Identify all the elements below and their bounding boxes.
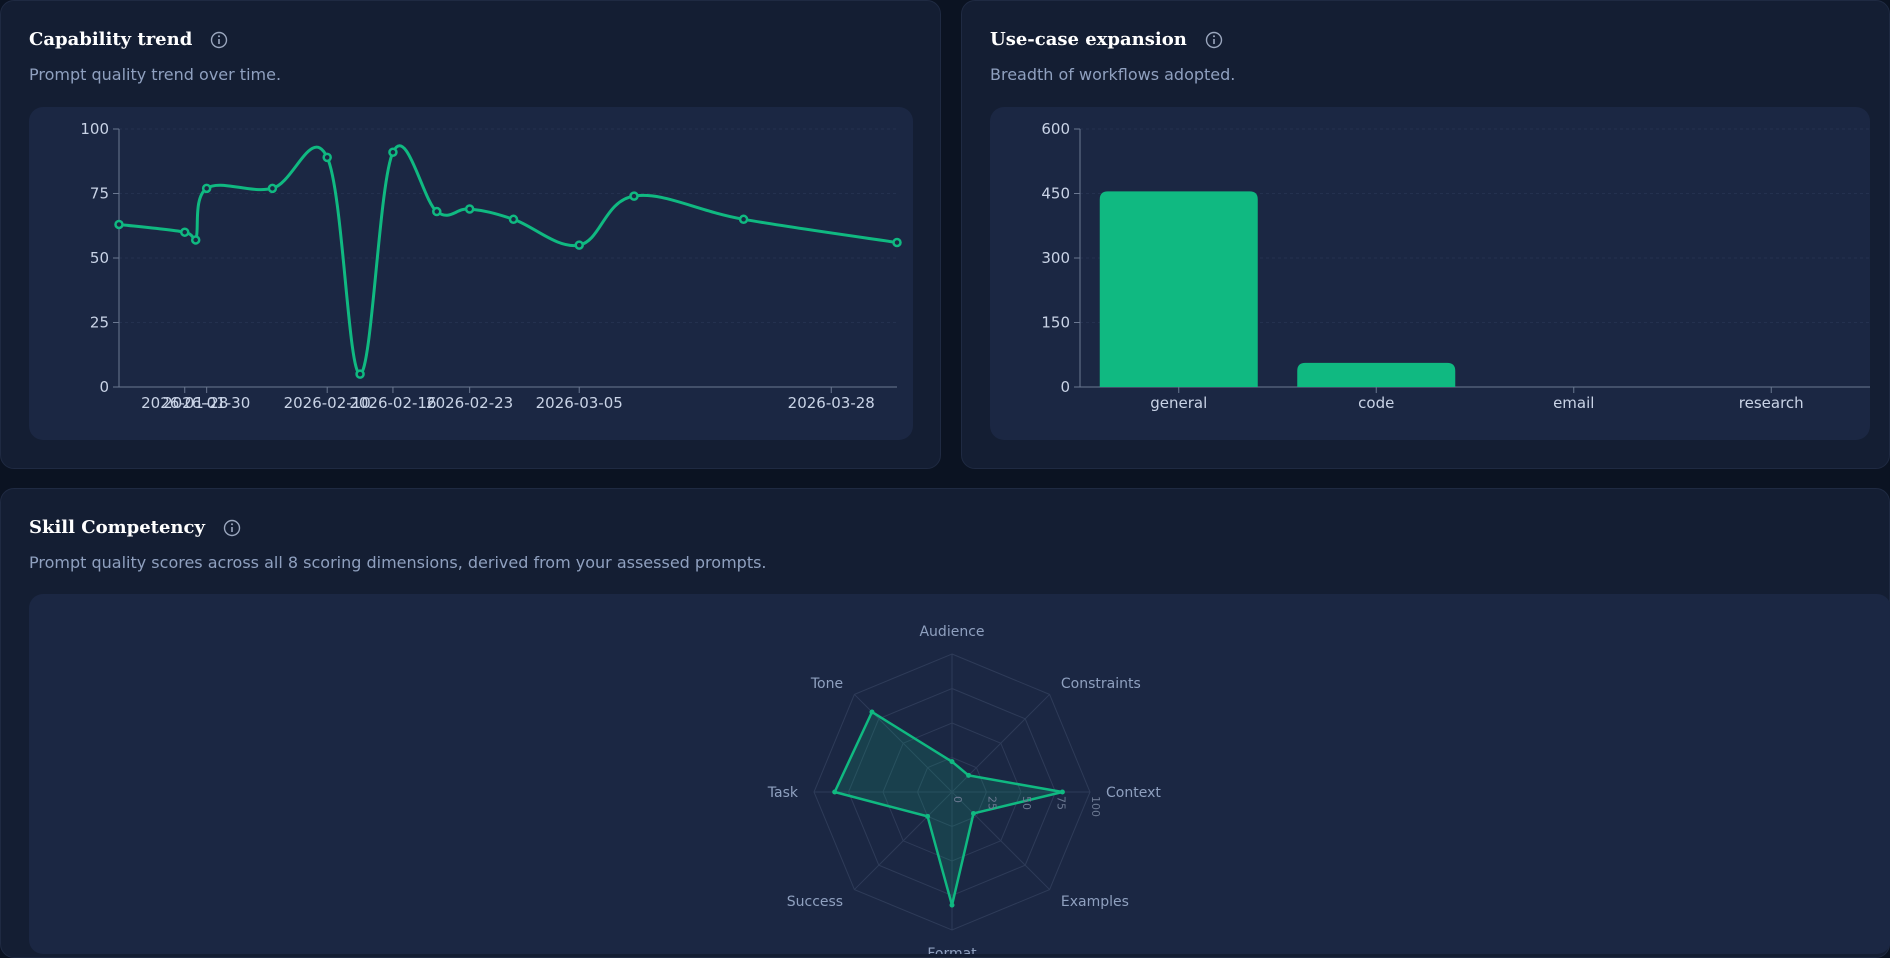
radar-tick-label: 25	[986, 796, 999, 810]
y-tick-label: 100	[80, 120, 109, 138]
skill-competency-chart: 0 25 50 75 100 Audience Constraints Context Exam…	[767, 624, 1162, 958]
radar-point	[832, 789, 838, 795]
use-case-expansion-card: Use-case expansion Breadth of workflows …	[961, 0, 1890, 469]
trend-line	[118, 144, 898, 376]
radar-point	[869, 709, 875, 715]
x-tick-label: 2026-01-30	[163, 394, 250, 412]
use-case-expansion-panel: 0 150 300 450 600 general code email research	[990, 107, 1870, 440]
x-tick-label: 2026-03-05	[536, 394, 623, 412]
radar-axis-label-context: Context	[1106, 785, 1161, 801]
y-tick-label: 600	[1041, 120, 1070, 138]
trend-point	[738, 214, 749, 225]
use-case-expansion-chart: 0 150 300 450 600 general code email research	[1041, 120, 1870, 412]
y-tick-label: 50	[90, 249, 109, 267]
skill-competency-card: Skill Competency Prompt quality scores a…	[0, 488, 1890, 958]
trend-point	[179, 227, 190, 237]
trend-point	[892, 237, 902, 248]
trend-point	[432, 206, 442, 217]
x-tick-label: research	[1739, 394, 1804, 412]
x-tick-label: 2026-01-28	[141, 394, 228, 412]
trend-point	[508, 214, 519, 225]
capability-trend-title: Capability trend	[29, 29, 228, 50]
radar-point	[949, 902, 955, 908]
trend-point	[114, 219, 124, 230]
info-icon[interactable]	[223, 519, 241, 537]
trend-point	[190, 235, 201, 245]
y-tick-label: 0	[99, 378, 109, 396]
y-tick-label: 75	[90, 185, 109, 203]
bar-code	[1297, 362, 1456, 387]
x-tick-label: 2026-02-16	[349, 394, 436, 412]
skill-competency-panel: 0 25 50 75 100 Audience Constraints Context Exam…	[29, 594, 1890, 958]
use-case-expansion-title-text: Use-case expansion	[990, 29, 1187, 50]
radar-point	[949, 759, 955, 765]
bar-general	[1099, 191, 1258, 387]
radar-point	[1059, 789, 1065, 795]
radar-axis-label-constraints: Constraints	[1061, 676, 1141, 692]
radar-axis-label-success: Success	[787, 894, 843, 910]
radar-point	[970, 810, 976, 816]
capability-trend-card: Capability trend Prompt quality trend ov…	[0, 0, 941, 469]
use-case-expansion-title: Use-case expansion	[990, 29, 1223, 50]
skill-competency-subtitle: Prompt quality scores across all 8 scori…	[29, 553, 767, 572]
radar-spoke	[854, 791, 953, 890]
radar-point	[925, 813, 931, 819]
radar-axis-label-format: Format	[927, 946, 977, 954]
trend-point	[267, 183, 278, 194]
skill-competency-title: Skill Competency	[29, 517, 241, 538]
radar-tick-label: 75	[1055, 796, 1068, 810]
radar-axis-label-task: Task	[767, 785, 799, 801]
x-tick-label: 2026-02-23	[426, 394, 513, 412]
y-tick-label: 25	[90, 314, 109, 332]
y-tick-label: 0	[1060, 378, 1070, 396]
trend-point	[201, 183, 212, 194]
trend-point	[464, 204, 475, 214]
capability-trend-panel: 0 25 50 75 100 2026-01-28 2026-01-30 2026-02-10…	[29, 107, 913, 440]
x-tick-label: code	[1358, 394, 1394, 412]
y-tick-label: 150	[1041, 314, 1070, 332]
skill-competency-title-text: Skill Competency	[29, 517, 205, 538]
radar-point	[966, 772, 972, 778]
trend-point	[574, 240, 584, 250]
info-icon[interactable]	[210, 31, 228, 49]
trend-point	[629, 191, 639, 201]
radar-spoke	[951, 791, 1050, 890]
radar-axis-label-audience: Audience	[919, 624, 984, 640]
use-case-expansion-subtitle: Breadth of workflows adopted.	[990, 65, 1236, 84]
trend-point	[355, 369, 365, 379]
radar-tick-label: 100	[1089, 796, 1102, 817]
radar-tick-label: 50	[1020, 796, 1033, 810]
x-tick-label: email	[1553, 394, 1594, 412]
trend-point	[322, 152, 332, 163]
x-tick-label: 2026-03-28	[788, 394, 875, 412]
y-tick-label: 450	[1041, 185, 1070, 203]
info-icon[interactable]	[1205, 31, 1223, 49]
x-tick-label: 2026-02-10	[284, 394, 371, 412]
capability-trend-title-text: Capability trend	[29, 29, 193, 50]
trend-point	[388, 147, 398, 157]
capability-trend-subtitle: Prompt quality trend over time.	[29, 65, 282, 84]
y-tick-label: 300	[1041, 249, 1070, 267]
radar-axis-label-examples: Examples	[1061, 894, 1129, 910]
x-tick-label: general	[1150, 394, 1207, 412]
radar-tick-label: 0	[951, 796, 964, 803]
radar-axis-label-tone: Tone	[810, 676, 843, 692]
